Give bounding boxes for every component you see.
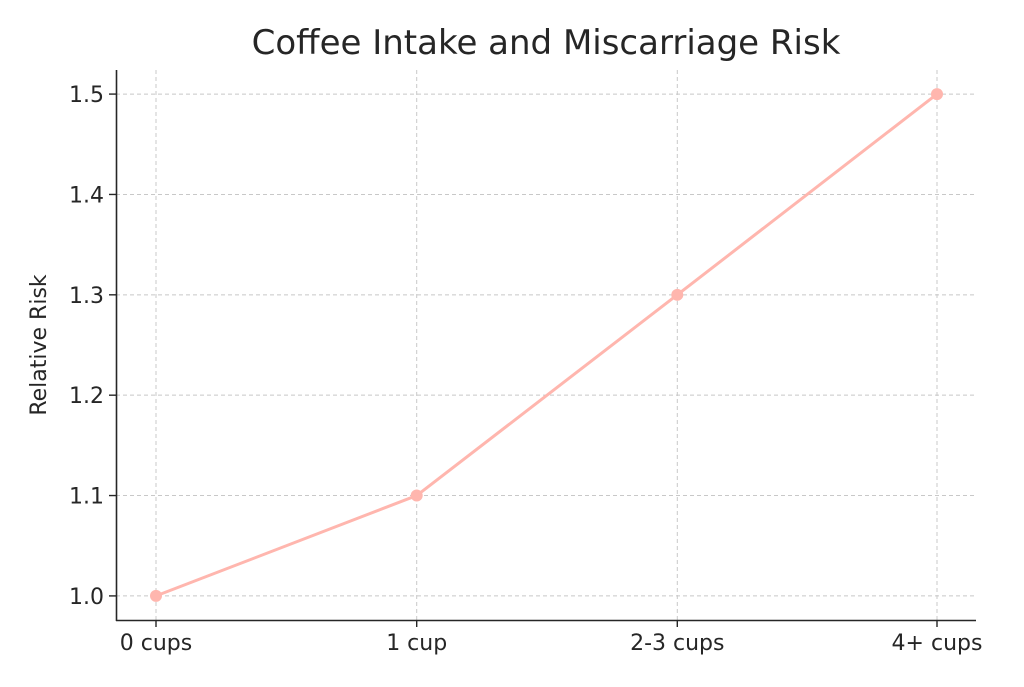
- series-line: [155, 92, 938, 598]
- grid: [116, 70, 976, 620]
- x-tick-label: 0 cups: [120, 631, 192, 656]
- y-tick-label: 1.0: [69, 585, 104, 610]
- x-tick-label: 2-3 cups: [630, 631, 724, 656]
- y-axis-label: Relative Risk: [27, 274, 52, 416]
- data-point: [931, 88, 943, 101]
- chart-title: Coffee Intake and Miscarriage Risk: [252, 23, 841, 63]
- y-tick-label: 1.2: [69, 384, 104, 409]
- y-tick-label: 1.4: [69, 183, 104, 208]
- series: [150, 88, 943, 602]
- x-tick-label: 4+ cups: [892, 631, 983, 656]
- data-point: [410, 489, 423, 502]
- y-tick-label: 1.5: [69, 83, 104, 108]
- y-tick-label: 1.3: [69, 284, 104, 309]
- x-tick-label: 1 cup: [386, 631, 447, 656]
- data-point: [671, 288, 684, 301]
- ticks: 1.0 1.1 1.2 1.3 1.4 1.5 0 cups 1 cup 2-3 cups 4+ …: [69, 83, 982, 656]
- data-point: [150, 589, 162, 602]
- y-tick-label: 1.1: [69, 485, 104, 510]
